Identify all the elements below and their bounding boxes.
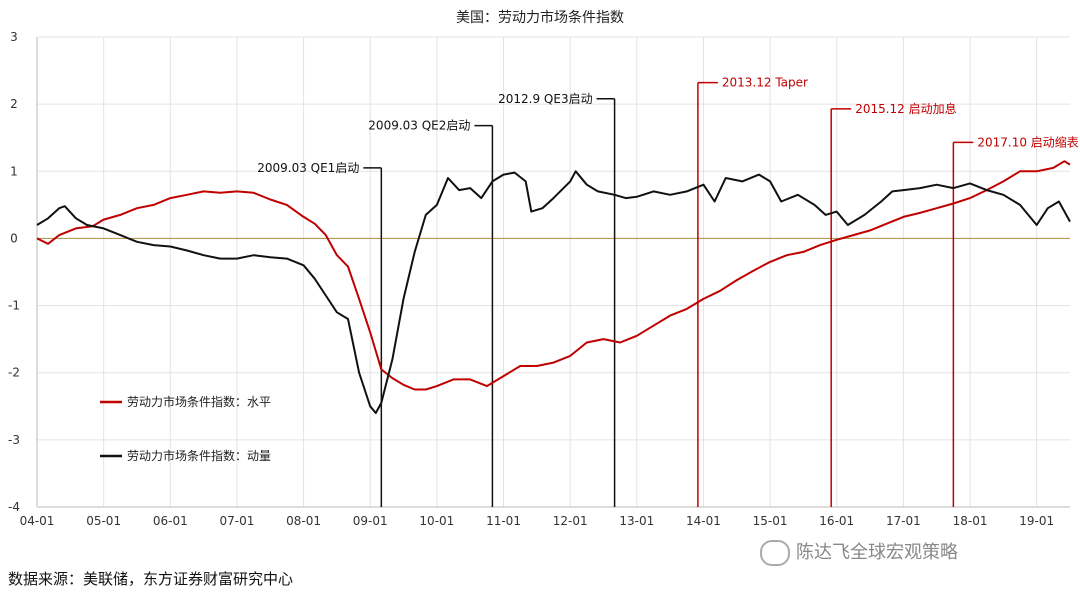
annotation-label: 2015.12 启动加息 [855, 101, 956, 116]
annotations: 2009.03 QE1启动 2009.03 QE2启动 2012.9 QE3启动 20… [257, 76, 1079, 507]
x-tick-label: 10-01 [419, 514, 454, 528]
y-tick-label: -2 [8, 366, 20, 380]
annotation-label: 2012.9 QE3启动 [498, 92, 592, 106]
y-tick-label: -4 [8, 500, 20, 514]
x-tick-label: 04-01 [20, 514, 55, 528]
x-tick-label: 15-01 [753, 514, 788, 528]
x-tick-label: 08-01 [286, 514, 321, 528]
watermark: 陈达飞全球宏观策略 [760, 538, 958, 566]
x-tick-label: 11-01 [486, 514, 521, 528]
x-tick-label: 13-01 [619, 514, 654, 528]
x-tick-label: 18-01 [953, 514, 988, 528]
annotation-label: 2013.12 Taper [722, 76, 808, 90]
annotation-label: 2009.03 QE1启动 [257, 161, 359, 175]
annotation-label: 2009.03 QE2启动 [368, 119, 470, 133]
annotation-label: 2017.10 启动缩表 [977, 134, 1078, 149]
legend-label: 劳动力市场条件指数：动量 [127, 448, 271, 463]
wechat-icon [760, 540, 790, 566]
x-tick-label: 12-01 [553, 514, 588, 528]
axes: 3 2 1 0 -1 -2 -3 -404-01 05-01 06-01 07-01 08-01 09-… [8, 30, 1070, 528]
x-tick-label: 14-01 [686, 514, 721, 528]
y-tick-label: 0 [10, 231, 18, 245]
y-tick-label: 3 [10, 30, 18, 44]
grid [36, 36, 1070, 508]
x-tick-label: 06-01 [153, 514, 188, 528]
y-tick-label: -1 [8, 299, 20, 313]
y-tick-label: 2 [10, 97, 18, 111]
x-tick-label: 09-01 [353, 514, 388, 528]
series [36, 160, 1071, 414]
source-note: 数据来源：美联储，东方证券财富研究中心 [8, 570, 294, 588]
series-line-level [36, 160, 1071, 391]
x-tick-label: 05-01 [86, 514, 121, 528]
x-tick-label: 17-01 [886, 514, 921, 528]
x-tick-label: 16-01 [819, 514, 854, 528]
y-tick-label: -3 [8, 433, 20, 447]
legend-label: 劳动力市场条件指数：水平 [127, 394, 271, 409]
series-line-momentum [36, 170, 1071, 414]
x-tick-label: 07-01 [219, 514, 254, 528]
x-tick-label: 19-01 [1019, 514, 1054, 528]
watermark-text: 陈达飞全球宏观策略 [796, 542, 958, 563]
y-tick-label: 1 [10, 164, 18, 178]
chart-title: 美国：劳动力市场条件指数 [456, 9, 624, 26]
